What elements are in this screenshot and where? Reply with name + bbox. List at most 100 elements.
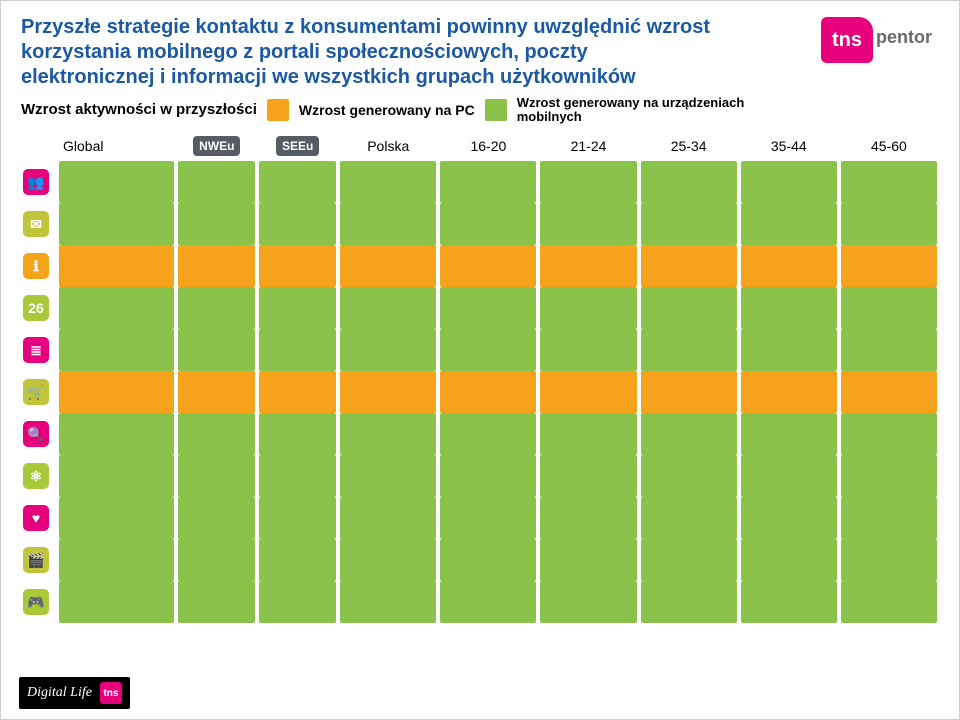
grid-cell — [59, 581, 174, 623]
grid-cell — [59, 455, 174, 497]
grid-cell — [741, 245, 837, 287]
grid-cell — [540, 371, 636, 413]
grid-cell — [340, 581, 436, 623]
table-row — [57, 287, 939, 329]
footer-tns-icon: tns — [100, 682, 122, 704]
category-icon: ⚛ — [23, 463, 49, 489]
grid-cell — [59, 497, 174, 539]
grid-cell — [59, 287, 174, 329]
grid-cell — [540, 581, 636, 623]
category-icon: ♥ — [23, 505, 49, 531]
column-header: 21-24 — [540, 138, 636, 154]
grid-cell — [741, 413, 837, 455]
grid-cell — [178, 581, 255, 623]
grid-cell — [841, 539, 937, 581]
grid-cell — [841, 161, 937, 203]
column-header: SEEu — [259, 136, 336, 156]
grid-cell — [741, 455, 837, 497]
digital-life-badge: Digital Life tns — [19, 677, 130, 709]
legend-swatch-mobile — [485, 99, 507, 121]
grid-cell — [841, 497, 937, 539]
grid-cell — [178, 497, 255, 539]
grid-cell — [741, 329, 837, 371]
grid-cell — [641, 245, 737, 287]
grid-cell — [841, 413, 937, 455]
column-header: 45-60 — [841, 138, 937, 154]
grid-cell — [741, 287, 837, 329]
table-row — [57, 581, 939, 623]
category-icon: 🎮 — [23, 589, 49, 615]
legend-swatch-pc — [267, 99, 289, 121]
grid-cell — [59, 413, 174, 455]
grid-cell — [741, 161, 837, 203]
grid-cell — [178, 455, 255, 497]
table-row — [57, 203, 939, 245]
grid-cell — [841, 455, 937, 497]
grid-cell — [641, 497, 737, 539]
grid-cell — [641, 455, 737, 497]
grid-header: GlobalNWEuSEEuPolska16-2021-2425-3435-44… — [57, 131, 939, 161]
table-row — [57, 497, 939, 539]
grid-cell — [178, 329, 255, 371]
table-row — [57, 539, 939, 581]
grid-cell — [641, 581, 737, 623]
column-header: 25-34 — [641, 138, 737, 154]
grid-cell — [340, 329, 436, 371]
grid-cell — [259, 413, 336, 455]
grid-cell — [841, 287, 937, 329]
legend-label-pc: Wzrost generowany na PC — [299, 102, 475, 118]
logo-pentor-text: pentor — [876, 27, 932, 48]
grid-cell — [440, 539, 536, 581]
grid-cell — [440, 371, 536, 413]
category-icon: 🔍 — [23, 421, 49, 447]
grid-cell — [340, 455, 436, 497]
category-icon: 👥 — [23, 169, 49, 195]
category-icon: ℹ — [23, 253, 49, 279]
grid-cell — [540, 329, 636, 371]
grid-cell — [59, 161, 174, 203]
grid-cell — [340, 245, 436, 287]
category-icon: 🎬 — [23, 547, 49, 573]
grid-cell — [259, 497, 336, 539]
table-row — [57, 245, 939, 287]
grid-cell — [540, 203, 636, 245]
table-row — [57, 329, 939, 371]
grid-cell — [440, 161, 536, 203]
grid-cell — [641, 539, 737, 581]
grid-cell — [340, 287, 436, 329]
data-grid: GlobalNWEuSEEuPolska16-2021-2425-3435-44… — [57, 131, 939, 623]
subtitle: Wzrost aktywności w przyszłości — [21, 101, 257, 118]
column-header: Global — [59, 138, 174, 154]
grid-cell — [259, 203, 336, 245]
logo-tns-pentor: tns pentor — [821, 11, 941, 69]
grid-cell — [440, 497, 536, 539]
grid-cell — [540, 497, 636, 539]
column-header: Polska — [340, 138, 436, 154]
row-icons-column: 👥✉ℹ26≣🛒🔍⚛♥🎬🎮 — [21, 131, 51, 623]
grid-cell — [841, 203, 937, 245]
table-row — [57, 413, 939, 455]
grid-cell — [641, 371, 737, 413]
grid-cell — [741, 371, 837, 413]
grid-cell — [178, 161, 255, 203]
column-header: NWEu — [178, 136, 255, 156]
legend-row: Wzrost aktywności w przyszłości Wzrost g… — [21, 96, 939, 123]
digital-life-label: Digital Life — [27, 685, 92, 701]
grid-cell — [59, 245, 174, 287]
grid-cell — [59, 203, 174, 245]
table-row — [57, 455, 939, 497]
grid-cell — [641, 329, 737, 371]
grid-cell — [340, 371, 436, 413]
grid-cell — [440, 581, 536, 623]
category-icon: 🛒 — [23, 379, 49, 405]
legend-label-mobile: Wzrost generowany na urządzeniach mobiln… — [517, 96, 757, 123]
grid-cell — [540, 539, 636, 581]
grid-cell — [641, 203, 737, 245]
grid-cell — [741, 203, 837, 245]
grid-cell — [340, 413, 436, 455]
slide-title: Przyszłe strategie kontaktu z konsumenta… — [21, 15, 711, 90]
grid-cell — [540, 455, 636, 497]
grid-cell — [259, 245, 336, 287]
column-header-badge: SEEu — [276, 136, 319, 156]
grid-cell — [440, 455, 536, 497]
